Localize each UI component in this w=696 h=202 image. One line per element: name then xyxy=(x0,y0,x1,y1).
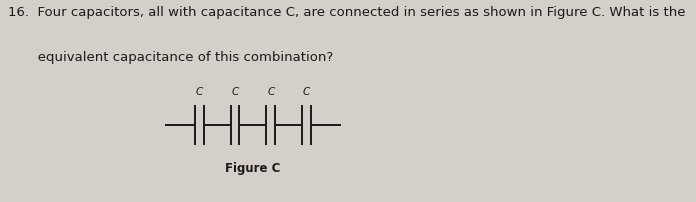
Text: Figure C: Figure C xyxy=(226,162,280,175)
Text: C: C xyxy=(196,87,203,97)
Text: C: C xyxy=(231,87,239,97)
Text: C: C xyxy=(303,87,310,97)
Text: C: C xyxy=(267,87,274,97)
Text: equivalent capacitance of this combination?: equivalent capacitance of this combinati… xyxy=(8,50,333,63)
Text: 16.  Four capacitors, all with capacitance C, are connected in series as shown i: 16. Four capacitors, all with capacitanc… xyxy=(8,6,686,19)
